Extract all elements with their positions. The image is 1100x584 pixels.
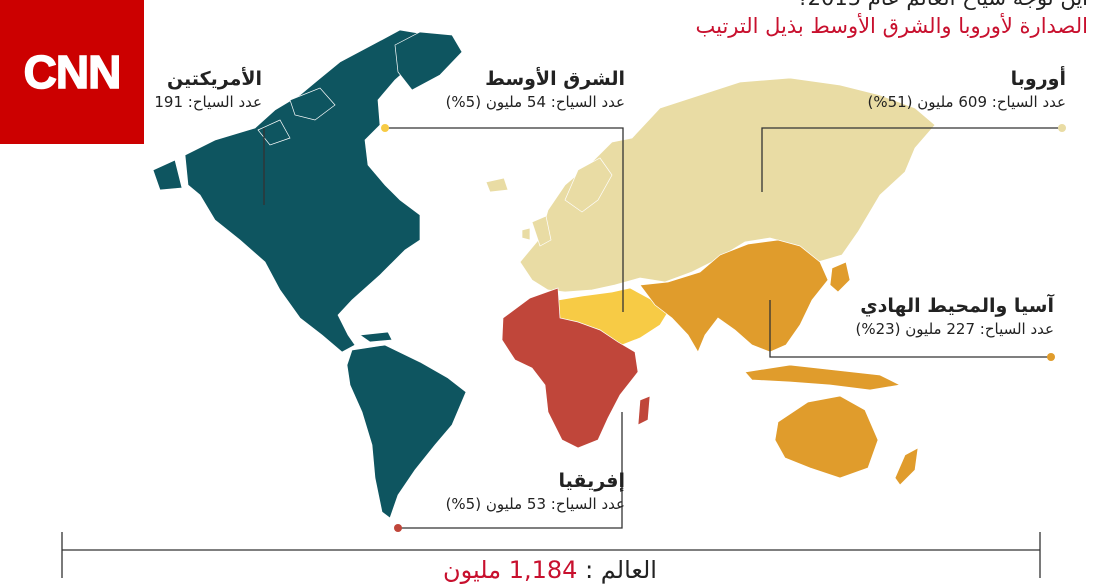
europe-name: أوروبا bbox=[1010, 68, 1066, 90]
australia bbox=[774, 395, 879, 479]
south-east-asia-landmass bbox=[639, 239, 829, 353]
africa-region bbox=[501, 287, 651, 449]
iceland bbox=[485, 177, 509, 193]
world-total-value: 1,184 مليون bbox=[443, 556, 578, 584]
leader-lines bbox=[263, 127, 1062, 529]
madagascar bbox=[637, 395, 651, 426]
cnn-logo: CNN bbox=[0, 0, 144, 144]
middle-east-name: الشرق الأوسط bbox=[485, 68, 625, 90]
uk-ireland bbox=[521, 215, 552, 247]
cnn-logo-text: CNN bbox=[23, 45, 122, 99]
leader-dots bbox=[381, 124, 1066, 532]
europe-region bbox=[485, 77, 936, 293]
asia-pacific-dot bbox=[1047, 353, 1055, 361]
africa-landmass bbox=[501, 287, 639, 449]
middle-east-tourists: عدد السياح: 54 مليون (5%) bbox=[445, 93, 625, 111]
americas-tourists: عدد السياح: 191 bbox=[154, 93, 262, 111]
page-subtitle: الصدارة لأوروبا والشرق الأوسط بذيل الترت… bbox=[695, 14, 1088, 38]
south-america-landmass bbox=[346, 344, 467, 519]
asia-pacific-region bbox=[639, 239, 919, 486]
asia-pacific-name: آسيا والمحيط الهادي bbox=[860, 295, 1054, 317]
new-zealand bbox=[894, 447, 919, 486]
europe-dot bbox=[1058, 124, 1066, 132]
americas-name: الأمريكتين bbox=[166, 68, 262, 90]
label-asia-pacific: آسيا والمحيط الهادي عدد السياح: 227 مليو… bbox=[855, 295, 1054, 338]
caribbean bbox=[359, 331, 393, 343]
greenland bbox=[394, 31, 463, 91]
asia-pacific-leader-line bbox=[769, 300, 1051, 358]
world-total-label: العالم : bbox=[585, 556, 657, 584]
europe-tourists: عدد السياح: 609 مليون (51%) bbox=[867, 93, 1066, 111]
scandinavia bbox=[564, 157, 613, 213]
page-title: أين توجه سياح العالم عام 2015؟ bbox=[796, 0, 1088, 10]
africa-dot bbox=[394, 524, 402, 532]
label-europe: أوروبا عدد السياح: 609 مليون (51%) bbox=[867, 68, 1066, 111]
middle-east-dot bbox=[381, 124, 389, 132]
alaska-tip bbox=[152, 159, 183, 191]
north-america-landmass bbox=[184, 29, 431, 353]
label-americas: الأمريكتين عدد السياح: 191 bbox=[154, 68, 262, 111]
africa-name: إفريقيا bbox=[558, 470, 625, 492]
canadian-islands bbox=[257, 87, 336, 146]
middle-east-leader-line bbox=[385, 127, 624, 312]
world-bracket bbox=[61, 532, 1041, 578]
label-middle-east: الشرق الأوسط عدد السياح: 54 مليون (5%) bbox=[446, 68, 625, 111]
eurasia-north-landmass bbox=[519, 77, 936, 293]
europe-leader-line bbox=[761, 127, 1062, 192]
japan bbox=[829, 261, 851, 293]
africa-leader-line bbox=[398, 412, 623, 529]
africa-tourists: عدد السياح: 53 مليون (5%) bbox=[445, 495, 625, 513]
world-total: العالم : 1,184 مليون bbox=[0, 556, 1100, 584]
asia-pacific-tourists: عدد السياح: 227 مليون (23%) bbox=[855, 320, 1054, 338]
americas-region bbox=[152, 29, 467, 519]
label-africa: إفريقيا عدد السياح: 53 مليون (5%) bbox=[446, 470, 625, 513]
indonesia bbox=[744, 364, 902, 391]
